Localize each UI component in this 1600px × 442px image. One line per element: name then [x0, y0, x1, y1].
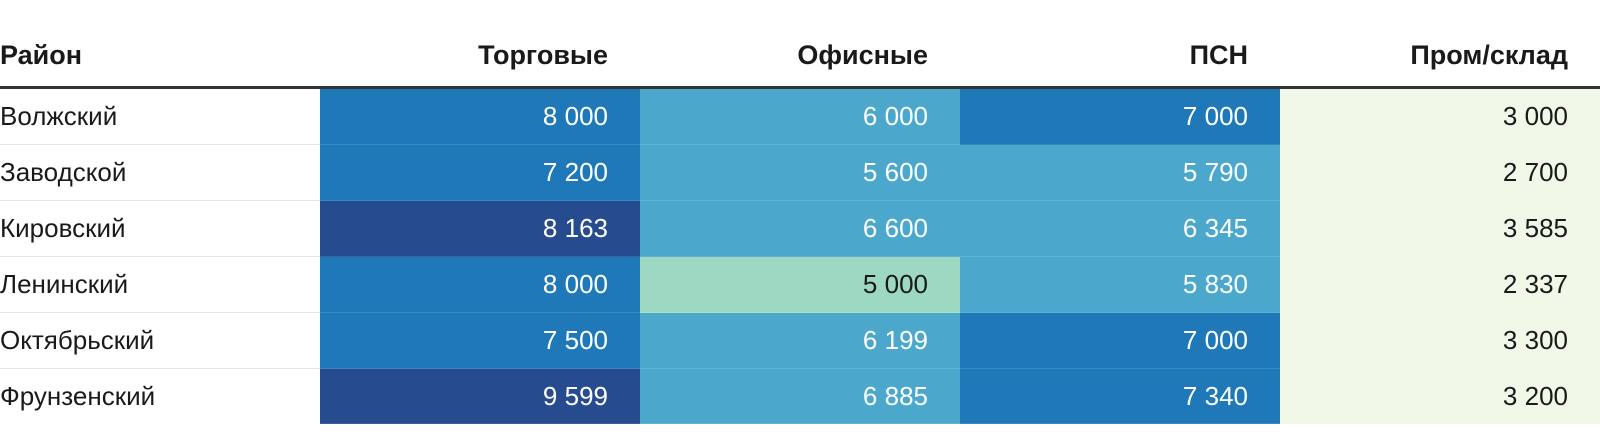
table-row: Волжский 8 000 6 000 7 000 3 000 [0, 87, 1600, 145]
table-row: Октябрьский 7 500 6 199 7 000 3 300 [0, 312, 1600, 369]
value-cell-industrial: 2 337 [1280, 256, 1600, 313]
district-cell: Фрунзенский [0, 381, 156, 411]
district-cell: Ленинский [0, 256, 320, 313]
header-district: Район [0, 24, 320, 89]
header-office: Офисные [640, 24, 960, 89]
table-row: Кировский 8 163 6 600 6 345 3 585 [0, 200, 1600, 257]
value-cell-office: 5 600 [640, 144, 960, 201]
value-cell-retail: 8 163 [320, 200, 640, 257]
value-cell-office: 6 885 [640, 368, 960, 424]
district-cell: Октябрьский [0, 312, 320, 369]
value-cell-psn: 7 000 [960, 312, 1280, 369]
value-cell-psn: 6 345 [960, 200, 1280, 257]
table-body: Волжский 8 000 6 000 7 000 3 000 Заводской 7 2… [0, 87, 1600, 424]
table-row: Фрунзенский 9 599 6 885 7 340 3 200 [0, 368, 1600, 424]
value-cell-office: 5 000 [640, 256, 960, 313]
heatmap-table: Район Торговые Офисные ПСН Пром/склад Во… [0, 24, 1600, 424]
district-cell: Волжский [0, 87, 320, 145]
value-cell-psn: 7 340 [960, 368, 1280, 424]
value-cell-industrial: 3 000 [1280, 87, 1600, 145]
value-cell-retail: 7 200 [320, 144, 640, 201]
value-cell-retail: 8 000 [320, 87, 640, 145]
value-cell-industrial: 2 700 [1280, 144, 1600, 201]
header-row: Район Торговые Офисные ПСН Пром/склад [0, 24, 1600, 89]
header-retail: Торговые [320, 24, 640, 89]
value-cell-psn: 5 830 [960, 256, 1280, 313]
value-cell-industrial: 3 200 [1280, 368, 1600, 424]
value-cell-industrial: 3 300 [1280, 312, 1600, 369]
value-cell-retail: 9 599 [320, 368, 640, 424]
value-cell-retail: 8 000 [320, 256, 640, 313]
header-psn: ПСН [960, 24, 1280, 89]
value-cell-office: 6 600 [640, 200, 960, 257]
header-industrial: Пром/склад [1280, 24, 1600, 89]
district-cell: Заводской [0, 144, 320, 201]
value-cell-retail: 7 500 [320, 312, 640, 369]
value-cell-psn: 7 000 [960, 87, 1280, 145]
table-row: Ленинский 8 000 5 000 5 830 2 337 [0, 256, 1600, 313]
district-cell: Кировский [0, 200, 320, 257]
value-cell-industrial: 3 585 [1280, 200, 1600, 257]
value-cell-psn: 5 790 [960, 144, 1280, 201]
value-cell-office: 6 199 [640, 312, 960, 369]
value-cell-office: 6 000 [640, 87, 960, 145]
table-row: Заводской 7 200 5 600 5 790 2 700 [0, 144, 1600, 201]
